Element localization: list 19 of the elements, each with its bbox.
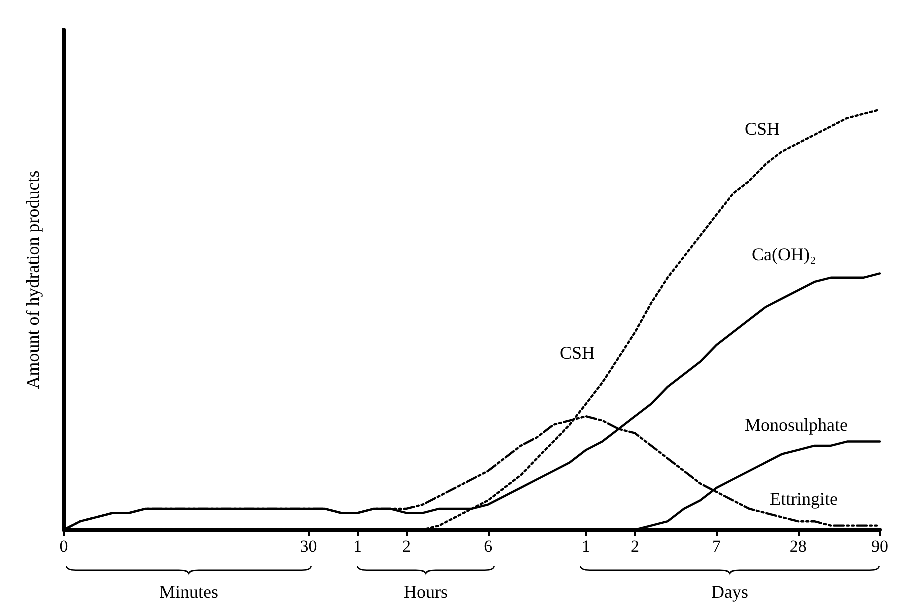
x-tick-label: 2 xyxy=(630,537,640,556)
text: Minutes xyxy=(159,582,219,603)
x-tick-label: 1 xyxy=(354,537,362,556)
x-tick-label: 0 xyxy=(60,537,68,556)
text: Hours xyxy=(404,582,448,603)
annotation: CSH xyxy=(560,343,596,364)
series-label: Ettringite xyxy=(770,488,838,509)
x-tick-label: 30 xyxy=(300,537,318,556)
series-label: CSH xyxy=(745,118,780,139)
x-tick-label: 6 xyxy=(484,537,493,556)
x-tick-label: 2 xyxy=(402,537,411,556)
x-tick-label: 90 xyxy=(872,537,888,556)
y-axis-title: Amount of hydration products xyxy=(23,170,43,390)
x-tick-label: 1 xyxy=(582,537,590,556)
x-tick-label: 28 xyxy=(790,537,807,556)
series-label: Monosulphate xyxy=(745,414,848,435)
text: Days xyxy=(712,582,748,603)
series-label: Ca(OH)₂ xyxy=(752,244,816,265)
x-tick-label: 7 xyxy=(712,537,722,556)
